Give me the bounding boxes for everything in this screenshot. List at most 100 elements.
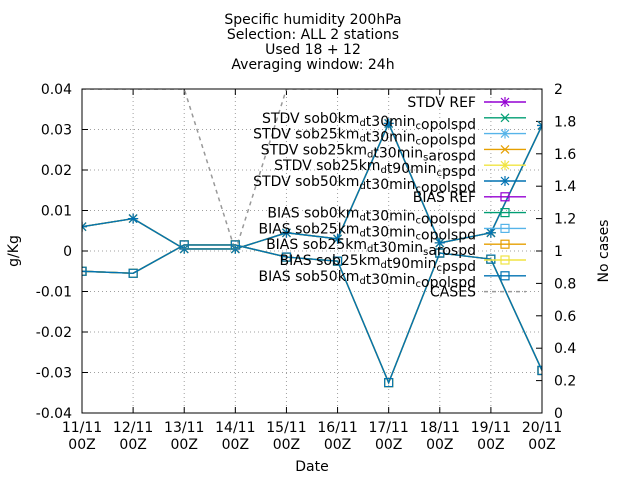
legend-label: BIAS sob0kmdt30mincopolspd bbox=[267, 206, 476, 228]
x-tick-label-date: 15/11 bbox=[266, 420, 306, 436]
y2-tick-label: 0.2 bbox=[554, 374, 576, 390]
legend-label: STDV sob25kmdt90mincpspd bbox=[274, 158, 476, 180]
x-tick-label-date: 17/11 bbox=[368, 420, 408, 436]
x-tick-label-date: 11/11 bbox=[62, 420, 102, 436]
y2-axis-label: No cases bbox=[596, 220, 612, 283]
data-point bbox=[281, 252, 292, 262]
x-tick-label-time: 00Z bbox=[426, 437, 453, 453]
y2-tick-label: 1 bbox=[554, 244, 563, 260]
data-point bbox=[500, 223, 510, 233]
x-tick-label-time: 00Z bbox=[273, 437, 300, 453]
data-point bbox=[179, 240, 189, 250]
y-tick-label: -0.02 bbox=[36, 325, 72, 341]
data-point bbox=[383, 118, 394, 129]
y-tick-label: 0.02 bbox=[41, 163, 72, 179]
y2-tick-label: 1.4 bbox=[554, 179, 576, 195]
data-point bbox=[128, 213, 139, 224]
legend-label: STDV sob50kmdt30mincopolspd bbox=[253, 174, 476, 196]
x-tick-label-time: 00Z bbox=[375, 437, 402, 453]
x-tick-label-date: 12/11 bbox=[113, 420, 153, 436]
data-point bbox=[332, 256, 343, 266]
plot-frame bbox=[81, 88, 543, 414]
x-axis-ticks: 11/1100Z12/1100Z13/1100Z14/1100Z15/1100Z… bbox=[62, 89, 562, 453]
y-axis-label: g/Kg bbox=[6, 235, 22, 267]
data-point bbox=[500, 128, 510, 139]
y2-tick-label: 2 bbox=[554, 82, 563, 98]
data-point bbox=[485, 227, 496, 238]
legend-label: BIAS sob25kmdt90mincpspd bbox=[280, 253, 477, 275]
title-line: Averaging window: 24h bbox=[231, 57, 394, 73]
x-tick-label-time: 00Z bbox=[477, 437, 504, 453]
x-tick-label-date: 16/11 bbox=[317, 420, 357, 436]
legend-label: BIAS sob25kmdt30mincopolspd bbox=[258, 221, 476, 243]
x-tick-label-date: 20/11 bbox=[522, 420, 562, 436]
y2-tick-label: 0.4 bbox=[554, 341, 576, 357]
y2-tick-label: 1.6 bbox=[554, 147, 576, 163]
data-point bbox=[500, 144, 510, 154]
y-tick-label: 0.03 bbox=[41, 123, 72, 139]
y2-tick-label: 0 bbox=[554, 406, 563, 422]
y2-axis-ticks: 0 0.2 0.4 0.6 0.8 1 1.2 1.4 1.6 1.8 2 bbox=[536, 82, 576, 422]
data-point bbox=[434, 237, 445, 248]
legend-label: STDV sob0kmdt30mincopolspd bbox=[262, 111, 476, 133]
x-axis-label: Date bbox=[295, 459, 328, 475]
data-point bbox=[486, 254, 496, 264]
legend-label: STDV sob25kmdt30mincopolspd bbox=[253, 127, 476, 149]
data-point bbox=[537, 365, 542, 376]
series-line bbox=[82, 121, 542, 250]
series-layer bbox=[82, 89, 542, 388]
data-point bbox=[537, 120, 542, 131]
data-point bbox=[500, 239, 510, 249]
y-tick-label: -0.03 bbox=[36, 366, 72, 382]
x-tick-label-time: 00Z bbox=[68, 437, 95, 453]
x-tick-label-date: 19/11 bbox=[471, 420, 511, 436]
data-point bbox=[82, 221, 87, 232]
y2-tick-label: 1.2 bbox=[554, 212, 576, 228]
title-line: Used 18 + 12 bbox=[265, 42, 361, 58]
series-line bbox=[82, 244, 542, 385]
y-axis-ticks: -0.04 -0.03 -0.02 -0.01 0 0.01 0.02 0.03 0.04 bbox=[36, 82, 88, 422]
data-point bbox=[500, 97, 510, 107]
x-tick-label-date: 18/11 bbox=[420, 420, 460, 436]
data-point bbox=[500, 255, 510, 265]
y-tick-label: 0.01 bbox=[41, 204, 72, 220]
legend-label: BIAS sob50kmdt30mincopolspd bbox=[258, 269, 476, 291]
x-tick-label-time: 00Z bbox=[528, 437, 555, 453]
x-tick-label-time: 00Z bbox=[171, 437, 198, 453]
y2-tick-label: 0.6 bbox=[554, 309, 576, 325]
x-tick-label-time: 00Z bbox=[119, 437, 146, 453]
y2-tick-label: 1.8 bbox=[554, 114, 576, 130]
data-point bbox=[384, 378, 394, 388]
data-point bbox=[500, 208, 510, 218]
y-tick-label: -0.01 bbox=[36, 285, 72, 301]
x-tick-label-date: 14/11 bbox=[215, 420, 255, 436]
data-point bbox=[82, 266, 87, 276]
legend-label: CASES bbox=[430, 285, 476, 301]
chart-grid bbox=[82, 89, 542, 413]
y-tick-label: -0.04 bbox=[36, 406, 72, 422]
data-point bbox=[435, 248, 445, 258]
data-point bbox=[500, 160, 510, 171]
data-point bbox=[500, 271, 510, 281]
data-point bbox=[500, 192, 510, 202]
data-point bbox=[332, 233, 343, 244]
title-line: Selection: ALL 2 stations bbox=[227, 27, 399, 43]
legend-label: STDV sob25kmdt30minsarospd bbox=[261, 142, 476, 164]
data-point bbox=[500, 113, 510, 123]
x-tick-label-time: 00Z bbox=[324, 437, 351, 453]
data-point bbox=[128, 268, 138, 278]
y2-tick-label: 0.8 bbox=[554, 276, 576, 292]
y-tick-label: 0 bbox=[63, 244, 72, 260]
x-tick-label-time: 00Z bbox=[222, 437, 249, 453]
y-tick-label: 0.04 bbox=[41, 82, 72, 98]
series-11 bbox=[82, 240, 542, 388]
x-tick-label-date: 13/11 bbox=[164, 420, 204, 436]
legend-label: BIAS REF bbox=[413, 190, 476, 206]
title-line: Specific humidity 200hPa bbox=[224, 12, 401, 28]
legend-label: BIAS sob25kmdt30minsarospd bbox=[266, 237, 476, 259]
data-point bbox=[230, 240, 240, 250]
data-point bbox=[500, 176, 510, 186]
